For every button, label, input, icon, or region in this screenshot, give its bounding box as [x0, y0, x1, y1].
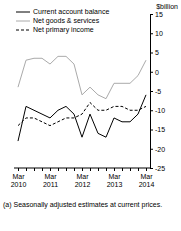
y-tick-label: -10 [155, 107, 165, 114]
x-tick-mark [90, 168, 91, 171]
y-tick-label: -15 [155, 126, 165, 133]
y-tick-mark [150, 14, 153, 15]
legend-label: Net goods & services [33, 17, 100, 25]
x-tick [42, 168, 43, 171]
series-line [18, 56, 146, 98]
plot-area [18, 56, 146, 141]
y-tick-label: 10 [155, 30, 163, 37]
y-tick-label: 0 [155, 68, 159, 75]
legend: Current account balance Net goods & servi… [16, 8, 109, 34]
x-tick-mark [98, 168, 99, 171]
x-tick-label: Mar2011 [43, 173, 58, 188]
y-tick: -15 [150, 126, 165, 133]
y-tick-label: -25 [155, 165, 165, 172]
x-tick-mark [34, 168, 35, 171]
y-tick-label: -20 [155, 145, 165, 152]
x-tick: Mar2012 [75, 168, 91, 188]
x-tick-mark [50, 168, 51, 171]
x-tick [26, 168, 27, 171]
x-tick-mark [18, 168, 19, 171]
footnote: (a) Seasonally adjusted estimates at cur… [3, 201, 162, 209]
x-tick [74, 168, 75, 171]
x-tick [58, 168, 59, 171]
x-tick-mark [42, 168, 43, 171]
x-tick [138, 168, 139, 171]
legend-label: Current account balance [33, 8, 109, 15]
y-tick-label: 15 [155, 11, 163, 18]
x-tick [34, 168, 35, 171]
x-tick-label: Mar2010 [11, 173, 27, 188]
y-tick-mark [150, 72, 153, 73]
x-tick: Mar2010 [11, 168, 27, 188]
x-tick: Mar2013 [107, 168, 123, 188]
y-axis: -25 -20 -15 -10 -5 0 5 10 15 [150, 11, 165, 172]
y-tick-mark [150, 168, 153, 169]
x-tick-mark [130, 168, 131, 171]
y-tick-mark [150, 33, 153, 34]
x-tick [66, 168, 67, 171]
y-tick-mark [150, 91, 153, 92]
x-tick [98, 168, 99, 171]
y-tick-label: 5 [155, 49, 159, 56]
series-line [18, 95, 146, 141]
x-tick [90, 168, 91, 171]
x-tick-label: Mar2012 [75, 173, 91, 188]
chart: -25-20-15-10-5051015Mar2010Mar2011Mar201… [0, 0, 181, 231]
x-tick-mark [74, 168, 75, 171]
y-tick-label: -5 [155, 88, 161, 95]
x-tick-mark [66, 168, 67, 171]
y-tick: 5 [150, 49, 159, 56]
x-tick-mark [122, 168, 123, 171]
x-tick-mark [58, 168, 59, 171]
x-tick-mark [82, 168, 83, 171]
legend-label: Net primary income [33, 26, 94, 34]
y-tick: -25 [150, 165, 165, 172]
y-tick: 0 [150, 68, 159, 75]
legend-swatch [16, 12, 30, 13]
y-tick-mark [150, 130, 153, 131]
x-tick-label: Mar2014 [139, 173, 155, 188]
y-tick: -5 [150, 88, 161, 95]
x-tick-mark [26, 168, 27, 171]
x-axis: Mar2010 Mar2011 Mar2012 Mar2013 Mar2014 [11, 168, 155, 188]
x-tick-mark [146, 168, 147, 171]
y-tick-mark [150, 110, 153, 111]
y-tick: -20 [150, 145, 165, 152]
x-tick [106, 168, 107, 171]
y-tick: -10 [150, 107, 165, 114]
x-tick [130, 168, 131, 171]
x-tick-mark [114, 168, 115, 171]
x-tick-mark [106, 168, 107, 171]
y-tick-mark [150, 53, 153, 54]
x-tick: Mar2014 [139, 168, 155, 188]
x-tick-mark [138, 168, 139, 171]
y-tick: 10 [150, 30, 163, 37]
x-tick-label: Mar2013 [107, 173, 123, 188]
y-tick-mark [150, 149, 153, 150]
y-tick: 15 [150, 11, 163, 18]
legend-swatch [16, 30, 30, 31]
series-line [18, 103, 146, 126]
y-axis-title: $billion [156, 3, 178, 10]
legend-swatch [16, 21, 30, 22]
x-tick: Mar2011 [43, 168, 58, 188]
x-tick [122, 168, 123, 171]
